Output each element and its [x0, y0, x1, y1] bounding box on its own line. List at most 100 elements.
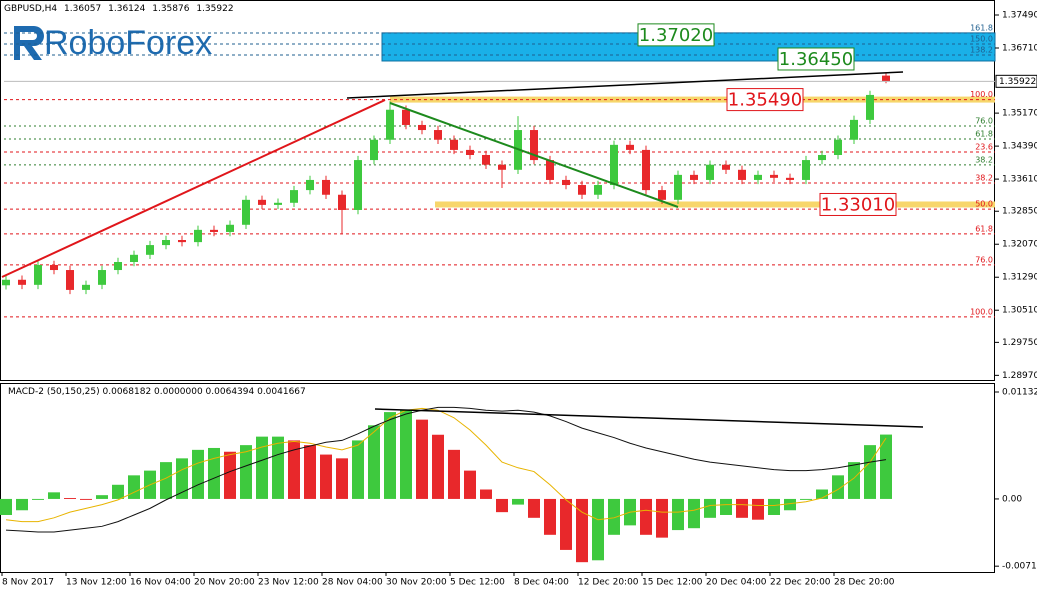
- candle-body: [690, 174, 698, 180]
- current-price: 1.35922: [999, 77, 1036, 87]
- candle-body: [2, 279, 10, 286]
- main-panel: [0, 0, 995, 381]
- macd-bar: [720, 498, 732, 515]
- candle-body: [242, 199, 250, 225]
- macd-bar: [528, 498, 540, 518]
- macd-bar: [112, 484, 124, 499]
- support-band: [390, 96, 995, 103]
- x-tick-label: 5 Dec 12:00: [450, 578, 505, 588]
- macd-bar: [640, 498, 652, 535]
- y-tick-label: 1.34390: [1002, 142, 1037, 152]
- candle-body: [322, 179, 330, 195]
- candle-body: [386, 109, 394, 140]
- candle-body: [306, 179, 314, 191]
- candle-body: [418, 124, 426, 131]
- fib-label: 23.6: [975, 142, 993, 151]
- y-tick-label: 1.35170: [1002, 109, 1037, 119]
- macd-bar: [64, 497, 76, 499]
- candle-body: [274, 202, 282, 205]
- candle-body: [258, 199, 266, 205]
- fib-label: 76.0: [975, 255, 993, 264]
- x-tick-label: 8 Dec 04:00: [514, 578, 569, 588]
- high-value: 1.36124: [108, 4, 146, 14]
- candle-body: [658, 190, 666, 200]
- trend-line: [389, 102, 679, 208]
- candle-body: [610, 144, 618, 186]
- x-tick-label: 8 Nov 2017: [2, 578, 54, 588]
- candle-body: [882, 75, 890, 82]
- macd-bar: [336, 458, 348, 499]
- macd-bar: [240, 445, 252, 499]
- y-tick-label: 1.36710: [1002, 43, 1037, 53]
- price-label: 1.36450: [779, 49, 853, 70]
- x-tick-label: 20 Dec 04:00: [706, 578, 767, 588]
- macd-bar: [704, 498, 716, 518]
- macd-bar: [816, 489, 828, 499]
- macd-bar: [864, 445, 876, 499]
- candle-body: [754, 174, 762, 180]
- candle-body: [450, 139, 458, 150]
- macd-bar: [320, 454, 332, 499]
- candle-body: [786, 177, 794, 180]
- x-tick-label: 23 Nov 12:00: [258, 578, 319, 588]
- fib-label: 161.8: [970, 23, 993, 32]
- candle-body: [194, 229, 202, 243]
- macd-bar: [0, 498, 12, 515]
- fib-label: 61.8: [975, 224, 993, 233]
- candle-body: [130, 254, 138, 262]
- fib-label: 38.2: [975, 155, 993, 164]
- y-tick-label: 1.31290: [1002, 273, 1037, 283]
- logo-icon: [14, 26, 44, 60]
- candle-body: [370, 139, 378, 161]
- macd-bar: [16, 498, 28, 511]
- macd-bar: [448, 449, 460, 499]
- macd-bar: [96, 495, 108, 499]
- candle-body: [738, 169, 746, 180]
- candle-body: [834, 139, 842, 155]
- candle-body: [66, 270, 74, 290]
- macd-bar: [768, 498, 780, 515]
- y-tick-label: 1.28970: [1002, 371, 1037, 381]
- y-tick-label: 1.32850: [1002, 207, 1037, 217]
- candle-body: [562, 179, 570, 186]
- candle-body: [530, 130, 538, 161]
- macd-bar: [368, 425, 380, 499]
- macd-bar: [48, 492, 60, 499]
- plot: 161.8 150.0 138.2 100.0 76.0 61.8 23.6 38.2 38.2…: [0, 10, 1037, 588]
- macd-trend-line: [374, 408, 924, 428]
- trend-line: [346, 71, 904, 99]
- candle-body: [50, 264, 58, 271]
- low-value: 1.35876: [152, 4, 190, 14]
- candle-body: [354, 160, 362, 210]
- candle-body: [402, 109, 410, 125]
- price-label-box: [637, 23, 715, 47]
- y-tick-label: 1.33610: [1002, 175, 1037, 185]
- candle-body: [770, 174, 778, 178]
- logo-text: RoboForex: [44, 24, 212, 62]
- macd-bar: [192, 449, 204, 499]
- macd-bar: [544, 498, 556, 535]
- fib-label: 50.0: [975, 200, 993, 209]
- price-label: 1.35490: [728, 90, 802, 111]
- x-tick-label: 30 Nov 20:00: [386, 578, 447, 588]
- y-tick-label: 1.29750: [1002, 338, 1037, 348]
- macd-bar: [784, 498, 796, 511]
- macd-bar: [576, 498, 588, 563]
- trend-line: [1, 99, 386, 278]
- candle-body: [178, 240, 186, 243]
- macd-bar: [416, 419, 428, 499]
- macd-bar: [832, 475, 844, 499]
- macd-bar: [400, 410, 412, 499]
- macd-bar: [208, 447, 220, 499]
- logo: RoboForex: [14, 24, 212, 62]
- candle-body: [722, 164, 730, 170]
- candle-body: [146, 245, 154, 255]
- price-label-box: [819, 192, 897, 216]
- price-label: 1.37020: [639, 25, 713, 46]
- candle-body: [802, 160, 810, 180]
- macd-bar: [560, 498, 572, 550]
- candle-body: [578, 185, 586, 195]
- macd-y-tick-label: 0.00: [1002, 494, 1022, 504]
- macd-bar: [128, 475, 140, 499]
